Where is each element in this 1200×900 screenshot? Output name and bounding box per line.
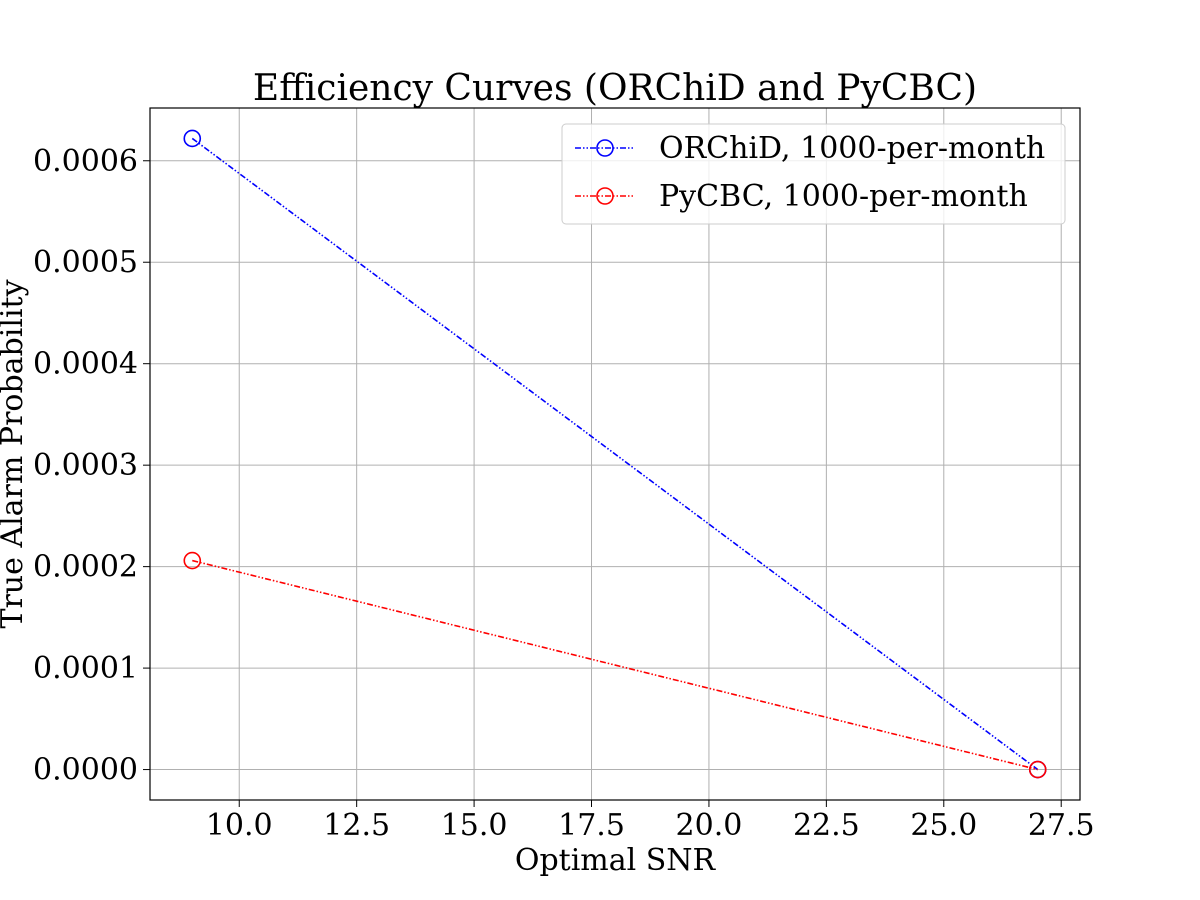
y-tick-label: 0.0003 — [33, 448, 138, 483]
y-tick-label: 0.0001 — [33, 651, 138, 686]
legend-box — [561, 123, 1066, 225]
x-tick-label: 22.5 — [793, 808, 860, 843]
y-tick-label: 0.0006 — [33, 144, 138, 179]
x-tick-label: 12.5 — [323, 808, 390, 843]
y-tick-label: 0.0004 — [33, 347, 138, 382]
data-point — [183, 129, 202, 148]
legend-marker — [596, 187, 614, 205]
legend-label: ORChiD, 1000-per-month — [659, 131, 1045, 166]
legend-marker — [596, 139, 614, 157]
x-tick-label: 17.5 — [558, 808, 625, 843]
y-tick-label: 0.0000 — [33, 753, 138, 788]
ticks: 10.0 12.5 15.0 17.5 20.0 22.5 25.0 27.5 0.0000 0.… — [33, 144, 1095, 843]
x-tick-label: 10.0 — [206, 808, 273, 843]
legend-entries: ORChiD, 1000-per-month PyCBC, 1000-per-mo… — [575, 131, 1045, 214]
legend-label: PyCBC, 1000-per-month — [659, 179, 1028, 214]
x-tick-label: 27.5 — [1028, 808, 1095, 843]
data-point — [1028, 760, 1047, 779]
series-line-0 — [191, 137, 1039, 771]
legend: ORChiD, 1000-per-month PyCBC, 1000-per-mo… — [561, 123, 1066, 225]
y-axis-label: True Alarm Probability — [0, 279, 30, 628]
y-tick-label: 0.0005 — [33, 245, 138, 280]
x-tick-label: 15.0 — [441, 808, 508, 843]
series-line-1 — [192, 559, 1038, 771]
legend-entry-0: ORChiD, 1000-per-month — [575, 131, 1045, 166]
series-layer — [183, 129, 1047, 779]
x-tick-label: 25.0 — [910, 808, 977, 843]
legend-entry-1: PyCBC, 1000-per-month — [575, 179, 1028, 214]
y-tick-label: 0.0002 — [33, 550, 138, 585]
data-point — [183, 551, 202, 570]
x-tick-label: 20.0 — [676, 808, 743, 843]
chart-title: Efficiency Curves (ORChiD and PyCBC) — [253, 68, 977, 109]
plot-area-frame — [149, 107, 1081, 801]
x-axis-label: Optimal SNR — [515, 843, 717, 878]
